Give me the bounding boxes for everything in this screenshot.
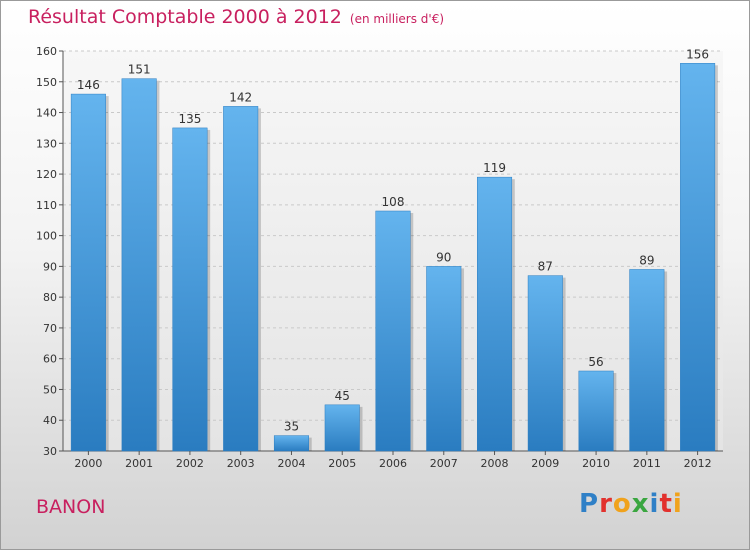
bar [375, 210, 411, 452]
x-tick-label: 2003 [227, 457, 255, 470]
y-tick-label: 40 [43, 414, 57, 427]
bar-value-label: 108 [382, 195, 405, 209]
bar [121, 78, 157, 452]
bar [527, 275, 563, 452]
bar [477, 176, 513, 452]
logo-letter: P [579, 489, 600, 519]
x-tick-label: 2000 [74, 457, 102, 470]
y-tick-label: 50 [43, 383, 57, 396]
logo-letter: r [599, 489, 613, 519]
logo-letter: i [672, 489, 683, 519]
bar [324, 404, 360, 452]
y-tick-label: 100 [36, 230, 57, 243]
y-tick-label: 90 [43, 260, 57, 273]
logo-letter: t [659, 489, 673, 519]
x-tick-label: 2007 [430, 457, 458, 470]
y-tick-label: 70 [43, 322, 57, 335]
bar [680, 63, 716, 452]
x-tick-label: 2012 [684, 457, 712, 470]
bar-value-label: 45 [335, 389, 350, 403]
bar-value-label: 146 [77, 78, 100, 92]
chart-title-block: Résultat Comptable 2000 à 2012 (en millie… [28, 6, 444, 28]
chart-title: Résultat Comptable 2000 à 2012 [28, 6, 342, 28]
bar [578, 370, 614, 452]
y-tick-label: 120 [36, 168, 57, 181]
x-tick-label: 2002 [176, 457, 204, 470]
y-tick-label: 130 [36, 137, 57, 150]
bar-value-label: 89 [639, 253, 654, 267]
x-tick-label: 2005 [328, 457, 356, 470]
bar-value-label: 151 [128, 63, 151, 77]
bar-value-label: 87 [538, 260, 553, 274]
y-tick-label: 60 [43, 353, 57, 366]
y-tick-label: 110 [36, 199, 57, 212]
y-tick-label: 80 [43, 291, 57, 304]
bar [172, 127, 208, 452]
bar [70, 93, 106, 452]
x-tick-label: 2008 [481, 457, 509, 470]
proxiti-logo: Proxiti [579, 489, 683, 519]
commune-name: BANON [36, 496, 106, 518]
y-tick-label: 30 [43, 445, 57, 458]
bar-value-label: 119 [483, 161, 506, 175]
bar-value-label: 142 [229, 90, 252, 104]
bar-value-label: 156 [686, 47, 709, 61]
x-tick-label: 2009 [531, 457, 559, 470]
x-tick-label: 2004 [277, 457, 305, 470]
x-tick-label: 2006 [379, 457, 407, 470]
bar [426, 266, 462, 452]
bar [223, 106, 259, 452]
y-tick-label: 140 [36, 107, 57, 120]
bar [629, 269, 665, 452]
logo-letter: o [612, 489, 632, 519]
chart-unit: (en milliers d'€) [349, 12, 445, 26]
bar-value-label: 90 [436, 250, 451, 264]
bar-value-label: 56 [588, 355, 603, 369]
bar [273, 435, 309, 452]
x-tick-label: 2010 [582, 457, 610, 470]
y-tick-label: 150 [36, 76, 57, 89]
logo-letter: x [631, 489, 650, 519]
logo-letter: i [649, 489, 660, 519]
x-tick-label: 2011 [633, 457, 661, 470]
bar-value-label: 135 [178, 112, 201, 126]
y-tick-label: 160 [36, 45, 57, 58]
bar-value-label: 35 [284, 420, 299, 434]
x-tick-label: 2001 [125, 457, 153, 470]
